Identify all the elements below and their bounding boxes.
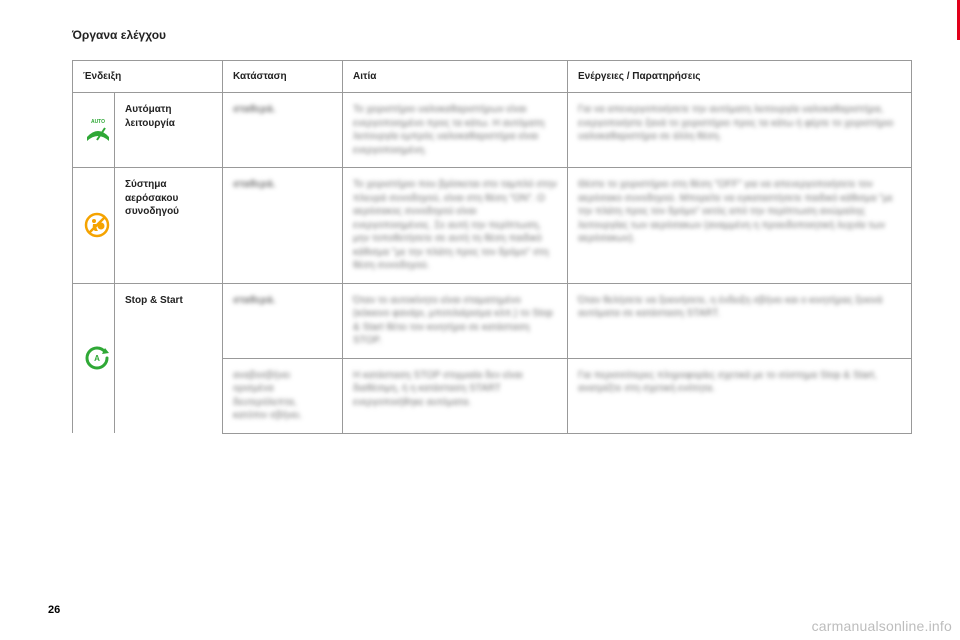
col-state: Κατάσταση	[223, 61, 343, 93]
row-action: Θέστε το χειριστήριο στη θέση "OFF" για …	[568, 168, 912, 284]
col-indicator: Ένδειξη	[73, 61, 223, 93]
svg-text:AUTO: AUTO	[91, 119, 105, 125]
row-label: Σύστημα αερόσακου συνοδηγού	[115, 168, 223, 284]
auto-wiper-cell: AUTO	[73, 93, 115, 168]
col-cause: Αιτία	[343, 61, 568, 93]
indicator-table: Ένδειξη Κατάσταση Αιτία Ενέργειες / Παρα…	[72, 60, 912, 434]
row-cause: Το χειριστήριο που βρίσκεται στο ταμπλό …	[343, 168, 568, 284]
row-state: αναβοσβήνει ορισμένα δευτερόλεπτα, κατόπ…	[223, 358, 343, 433]
svg-text:A: A	[94, 354, 100, 363]
table-header-row: Ένδειξη Κατάσταση Αιτία Ενέργειες / Παρα…	[73, 61, 912, 93]
page-number: 26	[48, 604, 60, 616]
row-cause: Η κατάσταση STOP στιγμιαία δεν είναι δια…	[343, 358, 568, 433]
row-state: σταθερά.	[223, 168, 343, 284]
row-state: σταθερά.	[223, 93, 343, 168]
row-action: Για περισσότερες πληροφορίες σχετικά με …	[568, 358, 912, 433]
row-action: Όταν θελήσετε να ξεκινήσετε, η ένδειξη σ…	[568, 283, 912, 358]
row-label: Αυτόματη λειτουργία	[115, 93, 223, 168]
watermark: carmanualsonline.info	[812, 618, 952, 634]
row-cause: Όταν το αυτοκίνητο είναι σταματημένο (κό…	[343, 283, 568, 358]
manual-page: Όργανα ελέγχου Ένδειξη Κατάσταση Αιτία Ε…	[0, 0, 960, 640]
table-row: Σύστημα αερόσακου συνοδηγού σταθερά. Το …	[73, 168, 912, 284]
table-row: A Stop & Start σταθερά. Όταν το αυτοκίνη…	[73, 283, 912, 358]
row-cause: Το χειριστήριο υαλοκαθαριστήρων είναι εν…	[343, 93, 568, 168]
col-actions: Ενέργειες / Παρατηρήσεις	[568, 61, 912, 93]
stop-start-icon: A	[83, 344, 111, 372]
auto-wiper-icon: AUTO	[83, 117, 113, 143]
row-label: Stop & Start	[115, 283, 223, 433]
table-row: AUTO Αυτόματη λειτουργία σταθερά. Το χει…	[73, 93, 912, 168]
row-state: σταθερά.	[223, 283, 343, 358]
section-title: Όργανα ελέγχου	[72, 28, 912, 42]
stop-start-cell: A	[73, 283, 115, 433]
row-action: Για να απενεργοποιήσετε την αυτόματη λει…	[568, 93, 912, 168]
airbag-off-icon	[83, 211, 111, 239]
airbag-off-cell	[73, 168, 115, 284]
